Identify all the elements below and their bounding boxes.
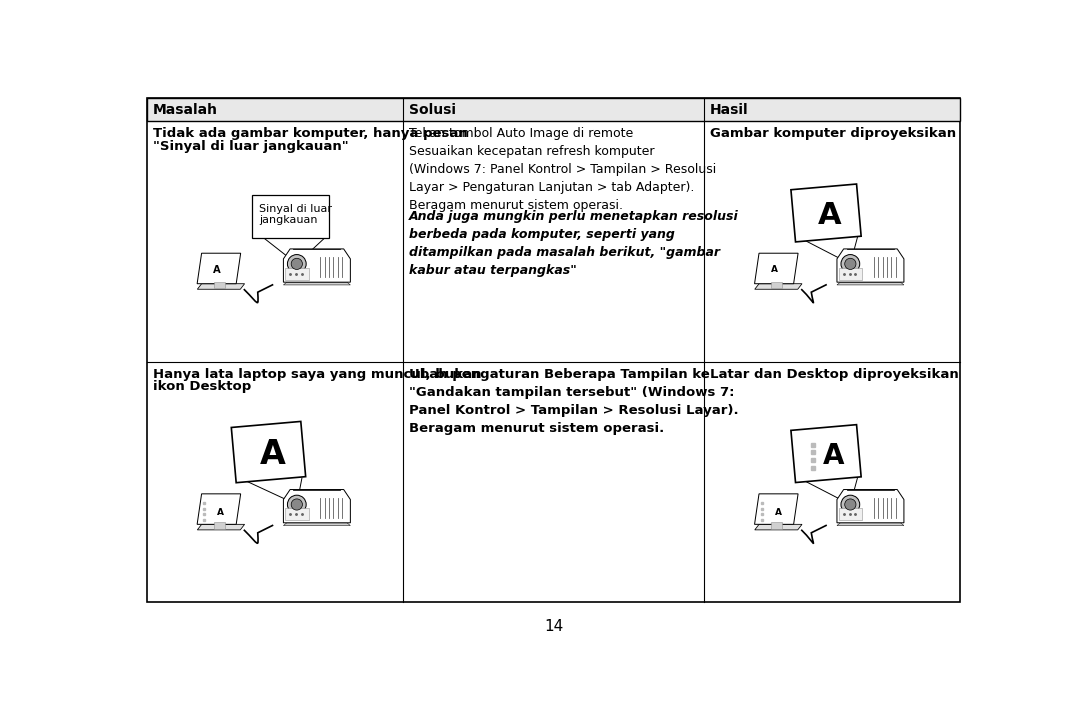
Bar — [839, 508, 863, 520]
Bar — [771, 282, 782, 289]
Polygon shape — [198, 524, 244, 530]
Polygon shape — [198, 253, 241, 284]
Polygon shape — [755, 494, 798, 524]
Polygon shape — [198, 494, 241, 524]
Text: A: A — [818, 201, 841, 230]
Polygon shape — [791, 184, 861, 242]
Text: A: A — [771, 266, 778, 274]
Polygon shape — [755, 284, 802, 289]
Polygon shape — [283, 490, 350, 523]
Circle shape — [287, 495, 306, 514]
Polygon shape — [791, 425, 861, 482]
Text: A: A — [823, 442, 845, 470]
Text: A: A — [213, 265, 220, 275]
Text: Masalah: Masalah — [153, 102, 218, 117]
Circle shape — [292, 499, 302, 510]
Circle shape — [841, 495, 860, 514]
Bar — [214, 282, 225, 289]
Text: Hanya lata laptop saya yang muncul, bukan: Hanya lata laptop saya yang muncul, buka… — [153, 368, 482, 381]
Text: ikon Desktop: ikon Desktop — [153, 380, 251, 393]
Text: A: A — [217, 508, 225, 517]
Bar — [285, 268, 309, 279]
Polygon shape — [283, 523, 350, 526]
Bar — [771, 523, 782, 529]
Polygon shape — [283, 282, 350, 285]
Polygon shape — [837, 249, 904, 282]
Circle shape — [845, 258, 856, 269]
Circle shape — [287, 255, 306, 273]
Circle shape — [845, 499, 856, 510]
Text: Ubah pengaturan Beberapa Tampilan ke
"Gandakan tampilan tersebut" (Windows 7:
Pa: Ubah pengaturan Beberapa Tampilan ke "Ga… — [409, 368, 739, 435]
Text: A: A — [259, 438, 285, 471]
Text: "Sinyal di luar jangkauan": "Sinyal di luar jangkauan" — [153, 140, 349, 153]
Polygon shape — [755, 524, 802, 530]
Bar — [214, 523, 225, 529]
Text: Tekan tombol Auto Image di remote
Sesuaikan kecepatan refresh komputer
(Windows : Tekan tombol Auto Image di remote Sesuai… — [409, 127, 716, 212]
Text: Latar dan Desktop diproyeksikan: Latar dan Desktop diproyeksikan — [711, 368, 959, 381]
Polygon shape — [837, 490, 904, 523]
Text: Hasil: Hasil — [711, 102, 748, 117]
Polygon shape — [198, 284, 244, 289]
Polygon shape — [283, 249, 350, 282]
Text: Gambar komputer diproyeksikan: Gambar komputer diproyeksikan — [711, 127, 957, 140]
Text: jangkauan: jangkauan — [259, 215, 318, 225]
Circle shape — [292, 258, 302, 269]
Polygon shape — [837, 523, 904, 526]
Polygon shape — [837, 282, 904, 285]
Bar — [839, 268, 863, 279]
Text: Solusi: Solusi — [409, 102, 456, 117]
Text: Anda juga mungkin perlu menetapkan resolusi
berbeda pada komputer, seperti yang
: Anda juga mungkin perlu menetapkan resol… — [409, 210, 739, 277]
Circle shape — [841, 255, 860, 273]
Polygon shape — [231, 421, 306, 482]
Bar — [147, 98, 960, 121]
Text: 14: 14 — [544, 619, 563, 634]
Bar — [285, 508, 309, 520]
Text: A: A — [774, 508, 782, 517]
Polygon shape — [755, 253, 798, 284]
Text: Tidak ada gambar komputer, hanya pesan: Tidak ada gambar komputer, hanya pesan — [153, 127, 468, 140]
Text: Sinyal di luar: Sinyal di luar — [259, 204, 333, 215]
Bar — [252, 195, 329, 238]
